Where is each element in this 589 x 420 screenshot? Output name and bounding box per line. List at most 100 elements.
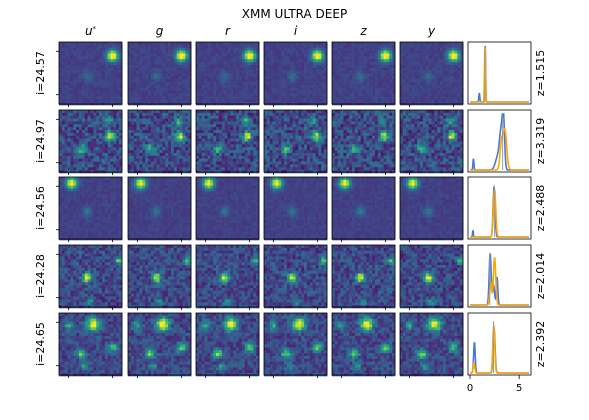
cutout-frame xyxy=(263,109,328,173)
band-label-5: y xyxy=(427,24,436,38)
cutout-y-band xyxy=(400,177,464,241)
cutout-frame xyxy=(263,176,328,240)
pdf-frame xyxy=(467,41,532,105)
magnitude-label: i=24.97 xyxy=(34,119,47,163)
pdf-curve-blue xyxy=(470,186,529,238)
cutout-frame xyxy=(331,312,396,376)
cutout-frame xyxy=(127,244,192,308)
pdf-frame xyxy=(467,244,532,308)
pdf-curve-orange xyxy=(470,325,529,374)
cutout-g-band xyxy=(128,110,192,174)
cutout-frame xyxy=(127,41,192,105)
cutout-row-1: i=24.97 z=3.319 xyxy=(34,109,547,175)
cutout-frame xyxy=(331,176,396,240)
cutout-g-band xyxy=(128,313,192,377)
cutout-frame xyxy=(195,109,260,173)
cutout-row-2: i=24.56 z=2.488 xyxy=(34,176,547,242)
band-label-2: r xyxy=(225,24,231,38)
pdf-curve-orange xyxy=(470,127,529,171)
cutout-u-band xyxy=(59,313,123,377)
cutout-u-band xyxy=(59,42,123,106)
cutout-row-0: i=24.57 z=1.515 xyxy=(34,41,547,107)
cutout-i-band xyxy=(264,313,328,377)
cutout-row-4: i=24.65 z=2.392 xyxy=(34,312,547,378)
cutout-r-band xyxy=(196,313,260,377)
cutout-u-band xyxy=(59,110,123,174)
figure-title: XMM ULTRA DEEP xyxy=(242,7,347,21)
cutout-i-band xyxy=(264,245,328,309)
cutout-frame xyxy=(399,109,464,173)
cutout-g-band xyxy=(128,177,192,241)
pdf-curve-orange xyxy=(470,257,529,306)
cutout-g-band xyxy=(128,245,192,309)
cutout-rows: i=24.57 z=1.515 i=24.97 z=3.319 i=24.56 z=2.4… xyxy=(34,41,547,378)
cutout-frame xyxy=(263,244,328,308)
cutout-frame xyxy=(195,41,260,105)
cutout-frame xyxy=(331,41,396,105)
cutout-r-band xyxy=(196,110,260,174)
pdf-frame xyxy=(467,312,532,376)
cutout-frame xyxy=(58,244,123,308)
cutout-frame xyxy=(263,41,328,105)
cutout-frame xyxy=(58,312,123,376)
cutout-frame xyxy=(399,176,464,240)
band-label-4: z xyxy=(359,24,367,38)
magnitude-label: i=24.56 xyxy=(34,186,47,230)
cutout-frame xyxy=(195,244,260,308)
magnitude-label: i=24.65 xyxy=(34,322,47,366)
cutout-frame xyxy=(399,312,464,376)
magnitude-label: i=24.57 xyxy=(34,51,47,95)
cutout-z-band xyxy=(332,110,396,174)
cutout-i-band xyxy=(264,177,328,241)
cutout-z-band xyxy=(332,177,396,241)
cutout-frame xyxy=(58,109,123,173)
cutout-r-band xyxy=(196,245,260,309)
band-label-1: g xyxy=(156,24,164,38)
cutout-frame xyxy=(127,109,192,173)
cutout-frame xyxy=(127,176,192,240)
cutout-frame xyxy=(58,41,123,105)
cutout-frame xyxy=(399,41,464,105)
cutout-frame xyxy=(263,312,328,376)
cutout-i-band xyxy=(264,42,328,106)
cutout-frame xyxy=(331,109,396,173)
cutout-i-band xyxy=(264,110,328,174)
cutout-z-band xyxy=(332,42,396,106)
pdf-frame xyxy=(467,176,532,240)
cutout-z-band xyxy=(332,245,396,309)
cutout-y-band xyxy=(400,42,464,106)
cutout-z-band xyxy=(332,313,396,377)
pdf-curve-blue xyxy=(470,253,529,306)
cutout-u-band xyxy=(59,245,123,309)
cutout-frame xyxy=(195,312,260,376)
cutout-y-band xyxy=(400,245,464,309)
pdf-curve-blue xyxy=(470,328,529,374)
cutout-r-band xyxy=(196,42,260,106)
band-label-0: u* xyxy=(85,24,97,38)
band-labels: u* g r i z y xyxy=(85,24,436,38)
redshift-label: z=2.392 xyxy=(534,321,547,367)
redshift-label: z=3.319 xyxy=(534,118,547,164)
x-tick-label-0: 0 xyxy=(467,383,473,394)
redshift-label: z=2.488 xyxy=(534,185,547,231)
x-tick-label-1: 5 xyxy=(516,383,522,394)
redshift-label: z=2.014 xyxy=(534,253,547,299)
cutout-y-band xyxy=(400,313,464,377)
cutout-row-3: i=24.28 z=2.014 xyxy=(34,244,547,310)
cutout-u-band xyxy=(59,177,123,241)
cutout-frame xyxy=(331,244,396,308)
cutout-g-band xyxy=(128,42,192,106)
pdf-curve-orange xyxy=(470,47,529,103)
cutout-frame xyxy=(195,176,260,240)
cutout-r-band xyxy=(196,177,260,241)
pdf-curve-orange xyxy=(470,189,529,238)
cutout-frame xyxy=(399,244,464,308)
cutout-y-band xyxy=(400,110,464,174)
cutout-frame xyxy=(58,176,123,240)
pdf-curve-blue xyxy=(470,45,529,103)
magnitude-label: i=24.28 xyxy=(34,254,47,298)
cutout-frame xyxy=(127,312,192,376)
redshift-label: z=1.515 xyxy=(534,50,547,96)
